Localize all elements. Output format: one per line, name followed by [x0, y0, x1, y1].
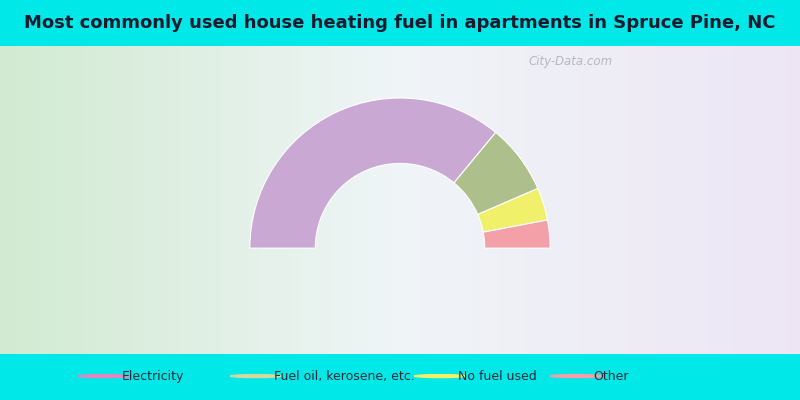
Circle shape: [230, 375, 282, 378]
Text: Most commonly used house heating fuel in apartments in Spruce Pine, NC: Most commonly used house heating fuel in…: [24, 14, 776, 32]
Circle shape: [78, 375, 130, 378]
Wedge shape: [454, 132, 538, 214]
Text: City-Data.com: City-Data.com: [528, 55, 613, 68]
Text: Other: Other: [594, 370, 629, 382]
Text: Fuel oil, kerosene, etc.: Fuel oil, kerosene, etc.: [274, 370, 414, 382]
Wedge shape: [483, 220, 550, 248]
Wedge shape: [478, 188, 547, 232]
Text: No fuel used: No fuel used: [458, 370, 536, 382]
Wedge shape: [250, 98, 496, 248]
Circle shape: [550, 375, 602, 378]
Text: Electricity: Electricity: [122, 370, 184, 382]
Circle shape: [414, 375, 466, 378]
